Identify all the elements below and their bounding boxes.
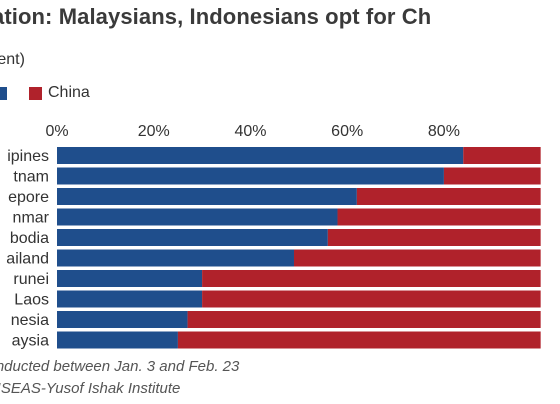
legend-label-china: China [48, 84, 90, 101]
category-label: ailand [6, 251, 49, 268]
bar-series1 [57, 147, 464, 164]
x-tick-label: 20% [138, 123, 170, 140]
bar-series1 [57, 311, 188, 328]
bar-china [177, 331, 541, 349]
category-label: runei [13, 271, 49, 288]
bar-series1 [57, 188, 357, 205]
bar-china [443, 167, 541, 185]
category-label: epore [8, 189, 49, 206]
bar-china [337, 208, 541, 226]
category-label: Laos [14, 292, 49, 309]
bar-series1 [57, 167, 444, 185]
bar-series1 [57, 249, 294, 267]
footnote-survey: conducted between Jan. 3 and Feb. 23 [0, 358, 240, 375]
footnote-source: e: ISEAS-Yusof Ishak Institute [0, 380, 181, 397]
category-label: ipines [7, 148, 49, 165]
x-tick-label: 40% [234, 123, 266, 140]
x-tick-label: 80% [428, 123, 460, 140]
chart-title: ation: Malaysians, Indonesians opt for C… [0, 4, 432, 29]
bar-china [202, 290, 541, 308]
legend-swatch-series1 [0, 86, 7, 100]
category-label: nesia [11, 312, 49, 329]
legend: China [0, 84, 106, 102]
bar-series1 [57, 270, 203, 287]
bar-series1 [57, 229, 328, 246]
bar-china [202, 270, 541, 287]
bar-series1 [57, 290, 203, 308]
x-tick-label: 0% [45, 123, 68, 140]
bar-china [293, 249, 541, 267]
bar-china [327, 229, 541, 246]
x-tick-label: 60% [331, 123, 363, 140]
bar-china [187, 311, 541, 328]
bar-china [356, 188, 541, 205]
bar-series1 [57, 331, 178, 349]
category-label: nmar [13, 210, 50, 227]
legend-item-china: China [29, 84, 90, 102]
category-label: tnam [13, 169, 49, 186]
bar-china [463, 147, 541, 164]
category-label: bodia [10, 230, 49, 247]
category-label: aysia [12, 333, 49, 350]
legend-swatch-china [29, 86, 42, 100]
chart-subtitle: rcent) [0, 51, 25, 68]
bar-series1 [57, 208, 338, 226]
legend-item-series1 [0, 86, 13, 100]
